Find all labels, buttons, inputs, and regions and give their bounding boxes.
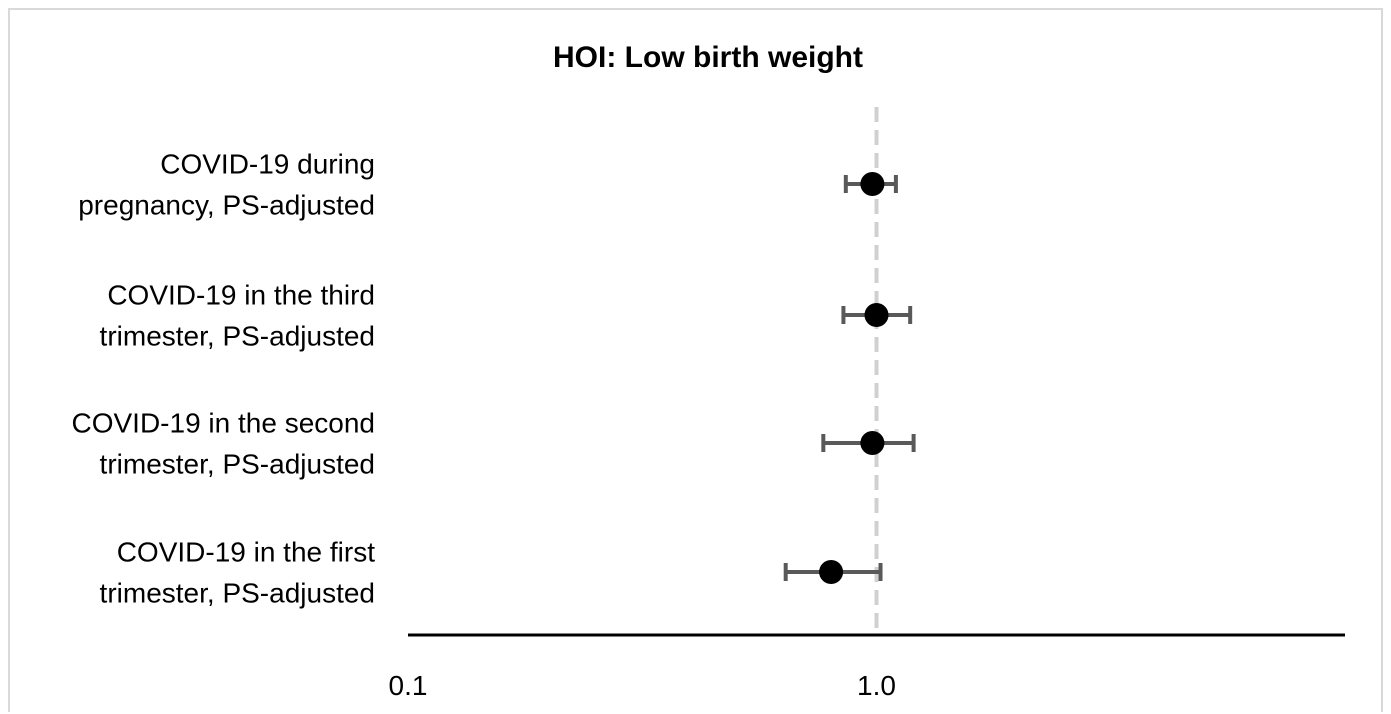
category-label: COVID-19 in the first: [117, 537, 376, 568]
category-label: trimester, PS-adjusted: [100, 321, 375, 352]
x-tick-label: 0.1: [389, 670, 428, 701]
category-label: trimester, PS-adjusted: [100, 578, 375, 609]
point-estimates: [819, 172, 889, 584]
point-estimate: [860, 431, 885, 455]
category-label: trimester, PS-adjusted: [100, 449, 375, 480]
category-label: pregnancy, PS-adjusted: [78, 190, 375, 221]
point-estimate: [860, 172, 885, 196]
chart-title: HOI: Low birth weight: [553, 41, 863, 74]
x-tick-label: 1.0: [857, 670, 896, 701]
category-label: COVID-19 during: [160, 149, 375, 180]
category-label: COVID-19 in the third: [107, 280, 375, 311]
error-bars: [783, 175, 916, 581]
x-axis: 0.1 1.0: [389, 633, 1345, 701]
category-label: COVID-19 in the second: [72, 408, 376, 439]
category-labels: COVID-19 during pregnancy, PS-adjusted COV…: [72, 149, 376, 609]
point-estimate: [819, 560, 844, 584]
point-estimate: [864, 303, 889, 327]
chart-frame: [8, 8, 1383, 712]
